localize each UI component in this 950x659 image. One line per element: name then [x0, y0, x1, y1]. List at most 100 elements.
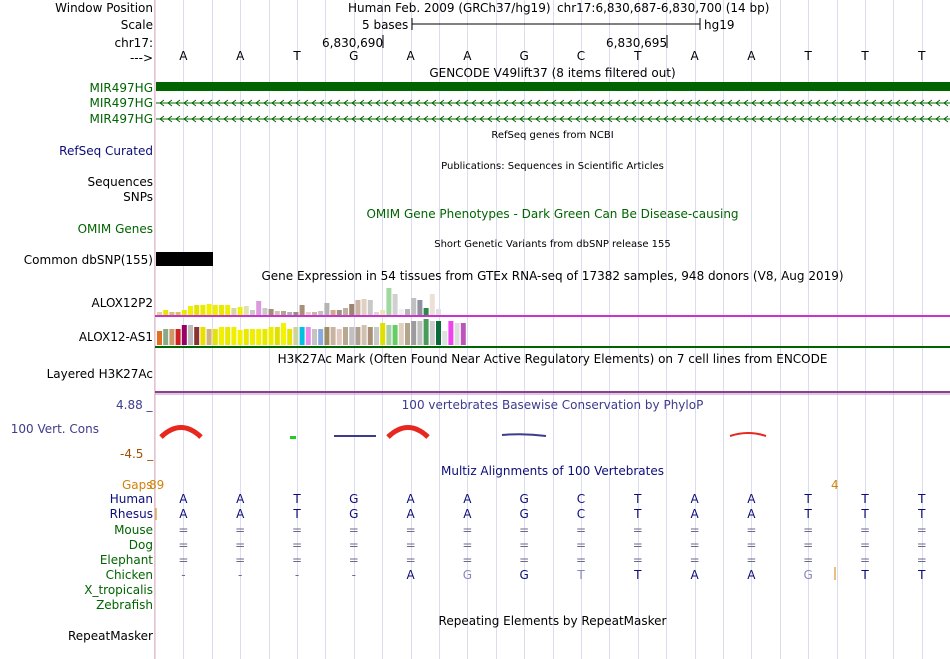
alignment-base: G: [519, 507, 529, 521]
phylop-peak-small: [729, 432, 767, 437]
strand-chevron: [751, 115, 757, 123]
publications-track-title[interactable]: Publications: Sequences in Scientific Ar…: [441, 161, 664, 172]
strand-arrow-label: --->: [129, 51, 153, 65]
gene-label-mir497hg-3[interactable]: MIR497HG: [89, 112, 153, 126]
gtex-track-title[interactable]: Gene Expression in 54 tissues from GTEx …: [261, 269, 844, 283]
label-separator: [154, 0, 155, 659]
gtex-bar-alox12-as1: [225, 327, 231, 345]
strand-chevron: [839, 99, 845, 107]
strand-chevron: [799, 99, 805, 107]
grid-line: [524, 0, 526, 659]
species-label[interactable]: Dog: [128, 538, 153, 552]
gtex-bar-alox12-as1: [343, 327, 348, 345]
grid-line: [609, 0, 611, 659]
gtex-bar-alox12-as1: [262, 329, 268, 345]
strand-chevron: [511, 115, 517, 123]
gtex-bar-alox12-as1: [206, 329, 212, 345]
gtex-bar-alox12-as1: [157, 331, 162, 345]
refseq-curated-label[interactable]: RefSeq Curated: [59, 144, 153, 158]
refseq-track-title[interactable]: RefSeq genes from NCBI: [491, 130, 614, 141]
gaps-label: Gaps: [122, 478, 153, 492]
repeatmasker-track-title[interactable]: Repeating Elements by RepeatMasker: [438, 614, 667, 628]
gtex-bar-alox12p2: [349, 304, 355, 316]
h3k27ac-track-title[interactable]: H3K27Ac Mark (Often Found Near Active Re…: [277, 352, 828, 366]
strand-chevron: [911, 115, 917, 123]
gtex-bar-alox12-as1: [219, 327, 224, 345]
gtex-bar-alox12-as1: [429, 321, 435, 345]
layered-h3k27ac-label[interactable]: Layered H3K27Ac: [46, 367, 153, 381]
alignment-base: =: [632, 538, 643, 552]
base-letter: A: [179, 49, 188, 63]
alignment-base: A: [463, 507, 472, 521]
gtex-bar-alox12-as1: [380, 323, 386, 345]
gtex-bar-alox12p2: [312, 312, 317, 316]
common-dbsnp-label[interactable]: Common dbSNP(155): [23, 253, 153, 267]
gtex-bar-alox12-as1: [250, 329, 255, 345]
phylop-label[interactable]: 100 Vert. Cons: [10, 422, 99, 436]
alignment-base: =: [859, 538, 871, 552]
gtex-bar-alox12-as1: [405, 323, 410, 345]
gtex-bar-alox12-as1: [281, 323, 286, 345]
strand-chevron: [527, 115, 533, 123]
strand-chevron: [351, 99, 357, 107]
dbsnp-track-title[interactable]: Short Genetic Variants from dbSNP releas…: [434, 239, 671, 250]
species-label[interactable]: Chicken: [105, 568, 153, 582]
strand-chevron: [791, 99, 797, 107]
gtex-gene-alox12p2[interactable]: ALOX12P2: [91, 296, 153, 310]
gtex-bar-alox12p2: [398, 309, 404, 316]
species-label[interactable]: Mouse: [114, 523, 153, 537]
strand-chevron: [239, 99, 245, 107]
grid-line: [666, 0, 668, 659]
gtex-bar-alox12p2: [386, 288, 392, 316]
repeatmasker-label[interactable]: RepeatMasker: [67, 629, 153, 643]
species-label[interactable]: Zebrafish: [96, 598, 153, 612]
gtex-bar-alox12-as1: [175, 329, 181, 345]
alignment-base: =: [575, 523, 587, 537]
gtex-bar-alox12p2: [287, 312, 293, 316]
strand-chevron: [943, 115, 949, 123]
gap-count-right: 4: [831, 478, 839, 492]
strand-chevron: [247, 99, 253, 107]
gtex-bar-alox12-as1: [169, 329, 175, 345]
phylop-max-label: 4.88 _: [116, 398, 153, 412]
alignment-base: =: [348, 523, 359, 537]
strand-chevron: [655, 99, 661, 107]
strand-chevron: [599, 115, 605, 123]
strand-chevron: [527, 99, 533, 107]
strand-chevron: [207, 99, 213, 107]
species-label[interactable]: X_tropicalis: [84, 583, 153, 597]
species-label[interactable]: Elephant: [99, 553, 153, 567]
strand-chevron: [343, 99, 349, 107]
strand-chevron: [175, 115, 181, 123]
omim-genes-label[interactable]: OMIM Genes: [77, 222, 153, 236]
strand-chevron: [263, 115, 269, 123]
gtex-bar-alox12-as1: [349, 327, 355, 345]
sequences-label[interactable]: Sequences: [87, 175, 153, 189]
multiz-track-title[interactable]: Multiz Alignments of 100 Vertebrates: [440, 464, 665, 478]
phylop-track-title[interactable]: 100 vertebrates Basewise Conservation by…: [401, 398, 704, 412]
base-letter: C: [576, 49, 586, 63]
snps-label[interactable]: SNPs: [123, 190, 153, 204]
alignment-base: A: [463, 492, 472, 506]
strand-chevron: [767, 115, 773, 123]
alignment-base: A: [690, 507, 699, 521]
alignment-base: =: [575, 553, 587, 567]
gene-label-mir497hg-2[interactable]: MIR497HG: [89, 96, 153, 110]
gene-label-mir497hg-1[interactable]: MIR497HG: [89, 81, 153, 95]
species-label[interactable]: Rhesus: [109, 507, 153, 521]
alignment-base: -: [238, 568, 243, 582]
gtex-bar-alox12p2: [405, 309, 410, 316]
strand-chevron: [623, 99, 629, 107]
gtex-bar-alox12p2: [256, 301, 262, 316]
strand-chevron: [583, 99, 589, 107]
species-label[interactable]: Human: [109, 492, 153, 506]
strand-chevron: [783, 115, 789, 123]
strand-chevron: [439, 115, 445, 123]
strand-chevron: [279, 99, 285, 107]
omim-track-title[interactable]: OMIM Gene Phenotypes - Dark Green Can Be…: [366, 207, 739, 221]
dbsnp-variant-block: [156, 252, 213, 266]
gencode-track-title[interactable]: GENCODE V49lift37 (8 items filtered out): [429, 66, 676, 80]
gtex-gene-alox12-as1[interactable]: ALOX12-AS1: [78, 330, 153, 344]
strand-chevron: [471, 99, 477, 107]
